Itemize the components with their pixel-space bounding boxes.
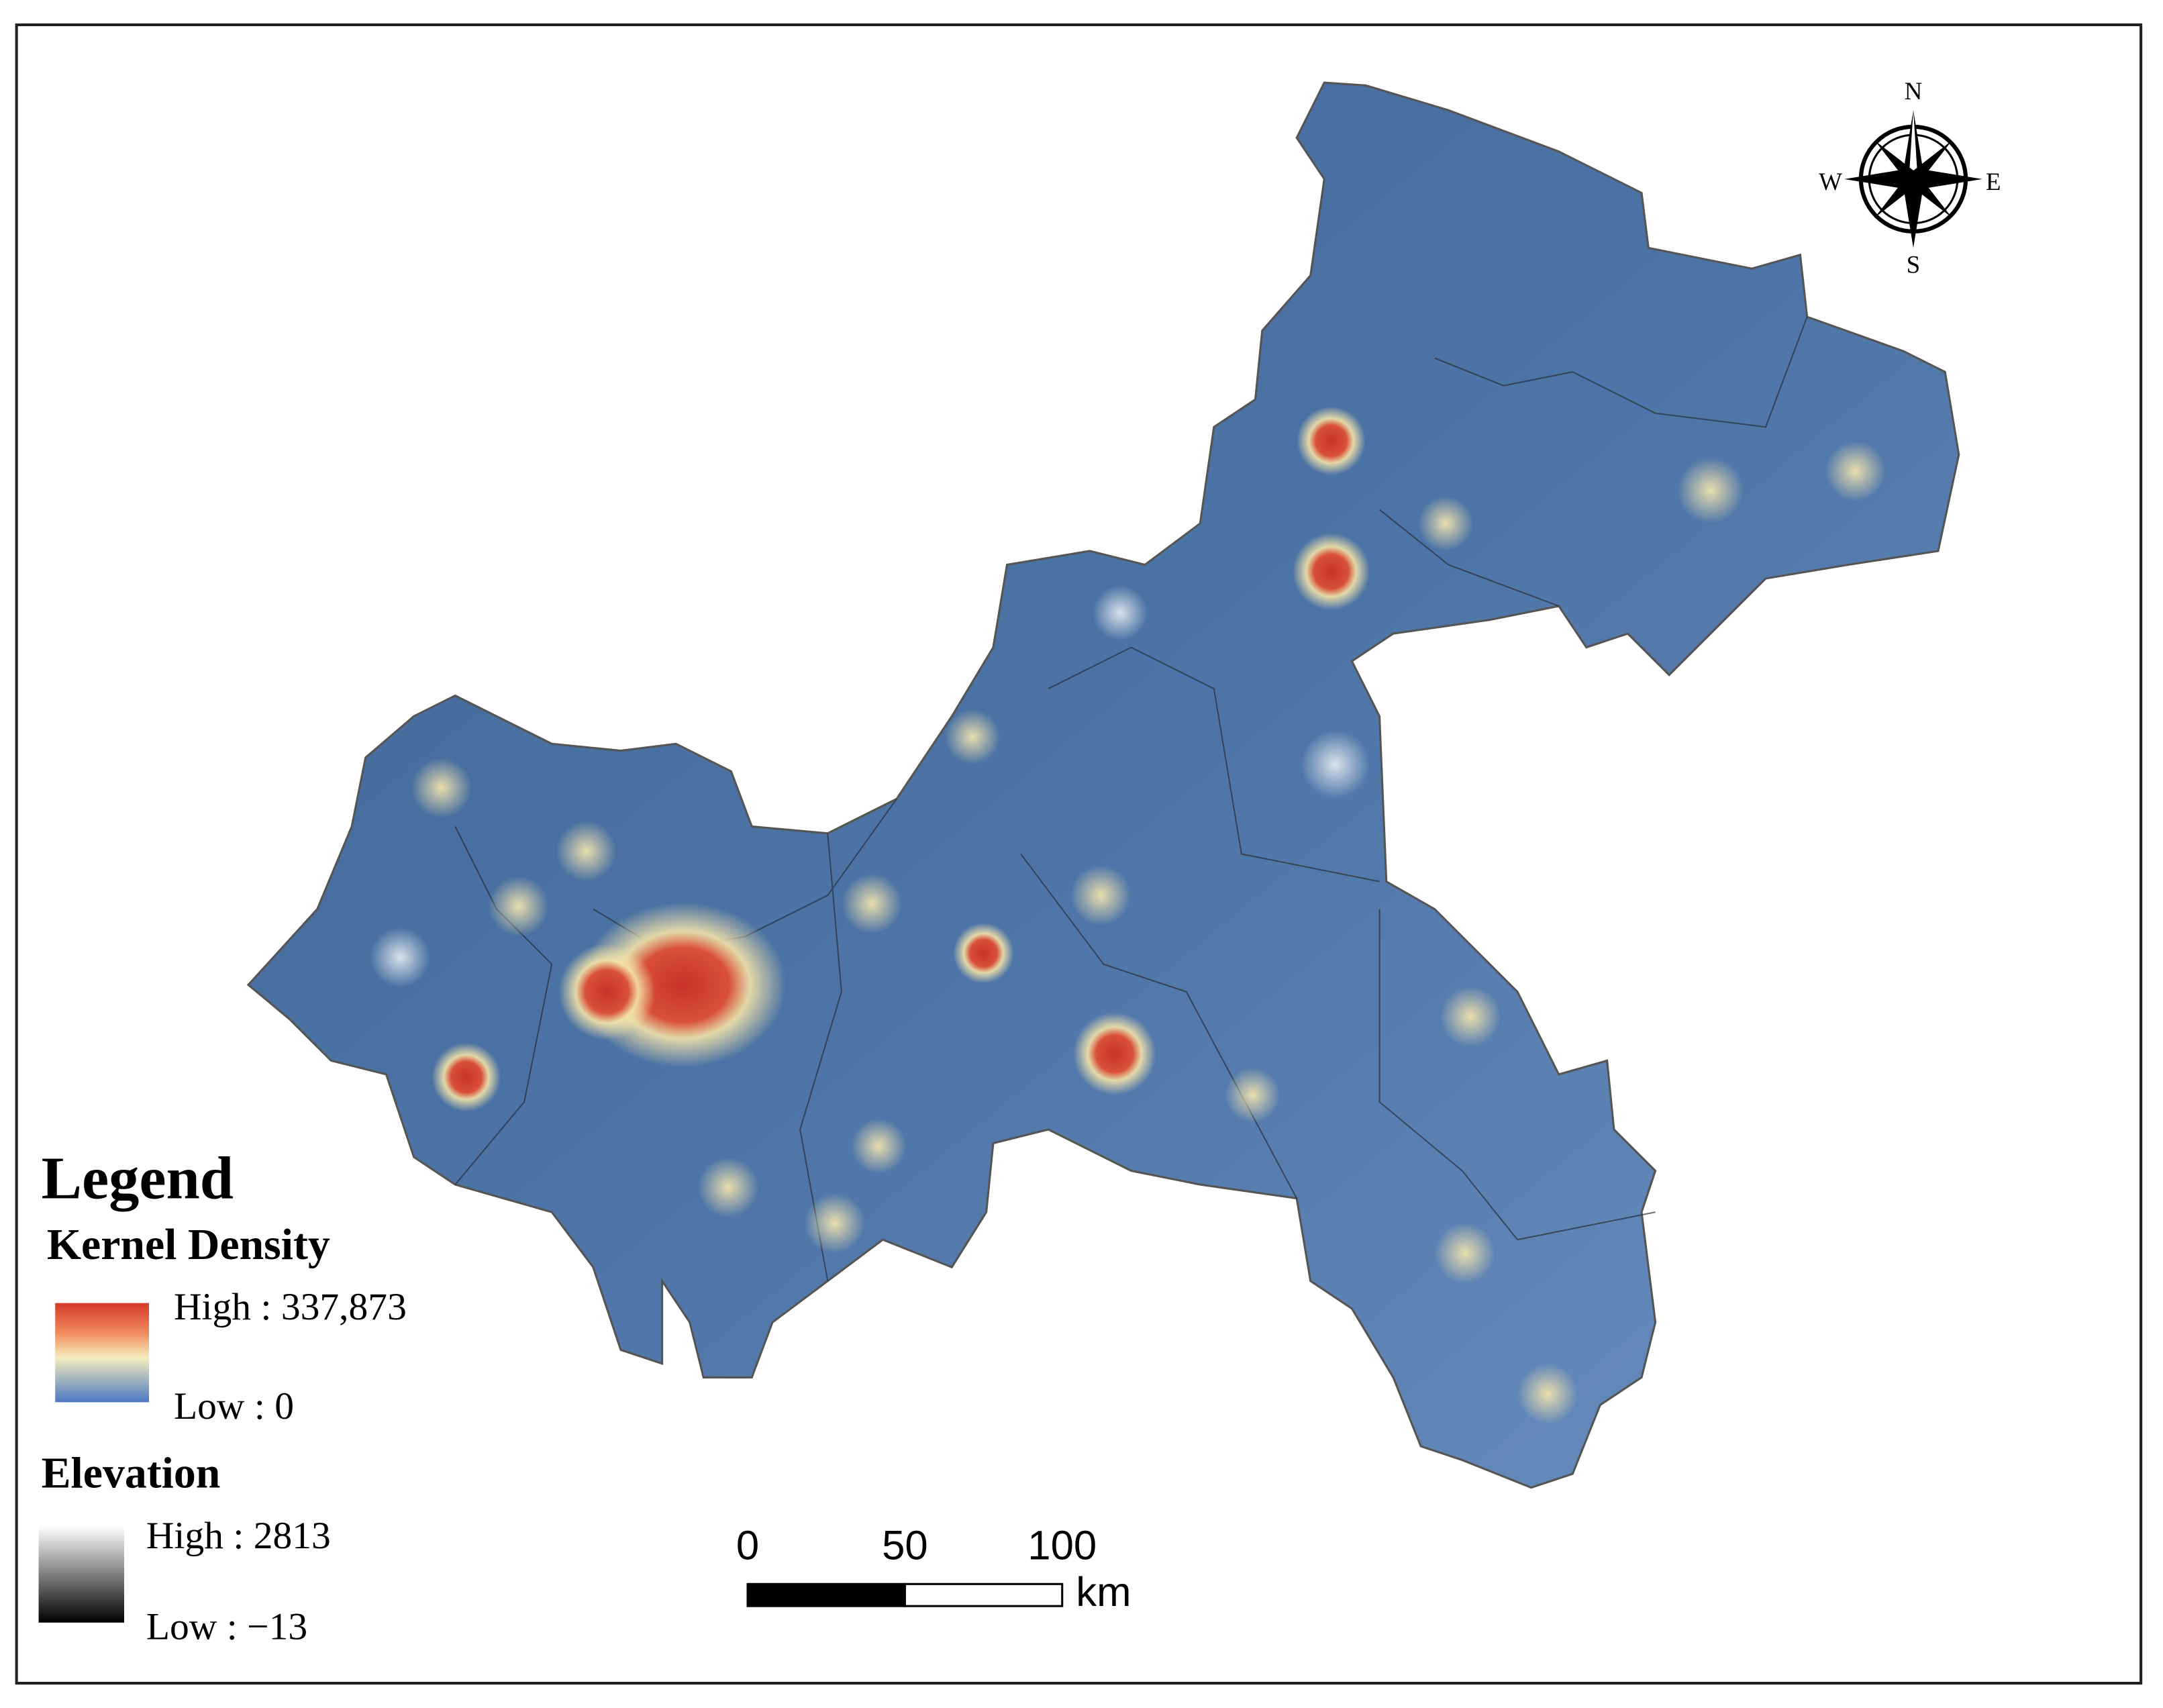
warm-spot	[851, 1118, 907, 1174]
warm-spot	[1418, 495, 1474, 551]
kd-high: High : 337,873	[174, 1286, 407, 1328]
region	[246, 81, 1960, 1489]
hotspot	[432, 1042, 501, 1112]
frame	[15, 23, 2143, 1685]
compass-s: S	[1907, 250, 1921, 278]
compass-star	[1909, 110, 1918, 179]
density-hotspots	[369, 406, 1886, 1425]
scale-bar: km 0 50 100	[736, 1522, 1131, 1615]
compass-star	[1874, 140, 1952, 218]
compass-e: E	[1986, 168, 2001, 195]
warm-spot	[1517, 1363, 1578, 1425]
scale-tick-label: 100	[1027, 1522, 1097, 1568]
warm-spot	[1434, 1223, 1496, 1284]
legend: Legend Kernel Density High : 337,873 Low…	[38, 1144, 407, 1648]
warm-spot	[1440, 986, 1501, 1047]
hotspot	[1292, 533, 1370, 611]
kd-title: Kernel Density	[47, 1220, 330, 1269]
warm-spot	[1825, 440, 1886, 502]
warm-spot	[488, 876, 550, 937]
warm-spot	[1225, 1067, 1280, 1123]
kd-low: Low : 0	[174, 1385, 294, 1427]
elev-high: High : 2813	[146, 1515, 331, 1557]
warm-spot	[698, 1157, 759, 1218]
warm-spot	[804, 1193, 865, 1254]
scale-tick-label: 0	[736, 1522, 759, 1568]
scale-unit: km	[1076, 1569, 1131, 1615]
warm-spot	[556, 821, 617, 882]
scale-tick-label: 50	[882, 1522, 928, 1568]
warm-spot	[1677, 457, 1744, 523]
hotspot	[953, 923, 1014, 984]
scale-segment	[903, 1583, 1064, 1607]
warm-spot	[945, 709, 1001, 765]
pale-spot	[1092, 585, 1148, 641]
elev-ramp	[38, 1526, 124, 1623]
hotspot	[1073, 1012, 1156, 1095]
hotspot	[558, 943, 656, 1040]
compass-n: N	[1905, 77, 1923, 105]
warm-spot	[841, 873, 903, 934]
elev-title: Elevation	[42, 1449, 221, 1498]
elev-low: Low : −13	[146, 1605, 307, 1648]
compass: N S W E	[1819, 77, 2001, 279]
legend-title: Legend	[42, 1144, 234, 1212]
kd-ramp	[55, 1303, 149, 1403]
hotspot	[1297, 406, 1366, 476]
pale-spot	[1301, 730, 1370, 799]
compass-w: W	[1819, 168, 1842, 195]
scale-segment	[746, 1583, 906, 1607]
warm-spot	[411, 757, 472, 819]
warm-spot	[1070, 864, 1131, 926]
pale-spot	[369, 927, 431, 988]
